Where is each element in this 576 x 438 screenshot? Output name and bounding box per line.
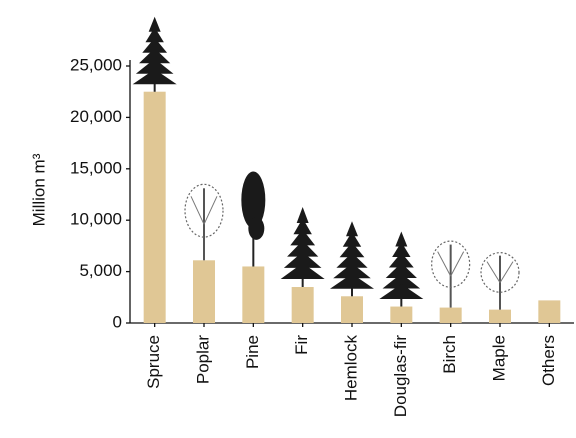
- tree-foliage: [385, 263, 417, 279]
- tree-foliage: [290, 229, 316, 246]
- tree-foliage: [382, 273, 421, 289]
- tree-foliage: [139, 48, 171, 64]
- tree-foliage: [392, 242, 411, 258]
- tree-foliage: [248, 217, 265, 240]
- tree-foliage: [431, 240, 471, 288]
- y-tick-label: 25,000: [70, 55, 122, 74]
- tree-foliage: [142, 37, 168, 53]
- y-tick-label: 10,000: [70, 210, 122, 229]
- tree-foliage: [388, 252, 414, 268]
- tree-foliage: [135, 58, 174, 74]
- tree-icon: [184, 183, 224, 261]
- tree-foliage: [148, 16, 161, 32]
- tree-icon: [431, 240, 471, 308]
- tree-foliage: [379, 284, 424, 300]
- bar: [489, 309, 511, 323]
- x-tick-label: Douglas-fir: [391, 335, 410, 418]
- tree-foliage: [283, 251, 322, 268]
- bar: [291, 287, 314, 323]
- bar: [143, 91, 166, 323]
- tree-foliage: [241, 171, 266, 229]
- y-tick-label: 15,000: [70, 158, 122, 177]
- x-tick-label: Pine: [243, 335, 262, 369]
- x-tick-label: Maple: [489, 335, 508, 381]
- tree-foliage: [346, 221, 358, 237]
- tree-foliage: [293, 218, 312, 235]
- tree-icon: [241, 171, 266, 267]
- tree-branch: [450, 251, 465, 277]
- tree-foliage: [336, 252, 368, 268]
- tree-branch: [437, 251, 452, 277]
- x-tick-label: Poplar: [193, 335, 212, 384]
- tree-icon: [330, 221, 374, 297]
- y-tick-label: 20,000: [70, 107, 122, 126]
- x-tick-label: Spruce: [144, 335, 163, 389]
- y-tick-label: 0: [113, 312, 122, 331]
- tree-branch: [190, 196, 205, 225]
- tree-branch: [486, 261, 501, 283]
- tree-branch: [499, 261, 514, 283]
- bar: [390, 306, 413, 323]
- bar: [439, 307, 462, 323]
- bar: [193, 260, 215, 323]
- tree-foliage: [395, 231, 408, 247]
- bar: [341, 296, 363, 323]
- tree-icon: [379, 231, 424, 307]
- tree-foliage: [280, 263, 325, 280]
- bar: [242, 266, 265, 323]
- tree-foliage: [296, 207, 309, 224]
- x-tick-label: Fir: [292, 335, 311, 355]
- tree-foliage: [184, 183, 224, 238]
- x-tick-label: Birch: [440, 335, 459, 374]
- tree-foliage: [145, 27, 164, 43]
- tree-foliage: [342, 231, 362, 247]
- tree-foliage: [339, 242, 365, 258]
- tree-foliage: [333, 263, 371, 279]
- tree-foliage: [480, 252, 520, 293]
- y-axis-label: Million m³: [29, 153, 48, 226]
- tree-foliage: [132, 69, 177, 85]
- x-tick-label: Hemlock: [341, 335, 360, 402]
- tree-icon: [132, 16, 177, 92]
- tree-foliage: [287, 240, 319, 257]
- tree-foliage: [330, 273, 374, 289]
- tree-icon: [280, 207, 325, 288]
- y-tick-label: 5,000: [79, 261, 122, 280]
- tree-branch: [203, 196, 218, 225]
- bar: [538, 300, 561, 323]
- tree-icon: [480, 252, 520, 310]
- x-tick-label: Others: [539, 335, 558, 386]
